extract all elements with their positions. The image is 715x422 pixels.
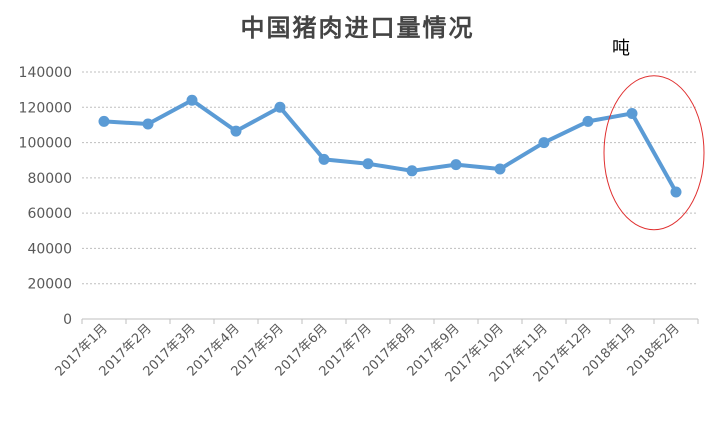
data-point: [142, 118, 154, 130]
data-point: [274, 101, 286, 113]
y-tick-label: 40000: [27, 241, 72, 257]
data-point: [670, 186, 682, 198]
data-point: [362, 158, 374, 170]
grid-lines: [82, 71, 698, 285]
data-point: [406, 165, 418, 177]
y-tick-label: 60000: [27, 206, 72, 222]
y-tick-label: 80000: [27, 171, 72, 187]
chart-title: 中国猪肉进口量情况: [240, 13, 475, 42]
y-tick-label: 20000: [27, 277, 72, 293]
y-tick-label: 100000: [19, 136, 72, 152]
data-point: [450, 159, 462, 171]
series-line: [102, 98, 678, 194]
highlight-ellipse: [603, 75, 705, 231]
y-tick-label: 120000: [19, 100, 72, 116]
data-point: [626, 107, 638, 119]
data-point: [582, 115, 594, 127]
y-axis: 0 20000 40000 60000 80000 100000 120000 140000: [19, 65, 72, 328]
unit-label: 吨: [612, 38, 630, 59]
annotations: [603, 75, 705, 231]
x-axis: 2017年1月2017年2月2017年3月2017年4月2017年5月2017年…: [53, 318, 699, 385]
data-point: [230, 125, 242, 137]
y-tick-label: 140000: [19, 65, 72, 81]
data-point: [318, 153, 330, 165]
data-point: [538, 137, 550, 149]
data-point: [186, 94, 198, 106]
y-tick-label: 0: [63, 312, 72, 328]
series: [98, 94, 682, 198]
data-point: [494, 163, 506, 175]
data-point: [98, 115, 110, 127]
